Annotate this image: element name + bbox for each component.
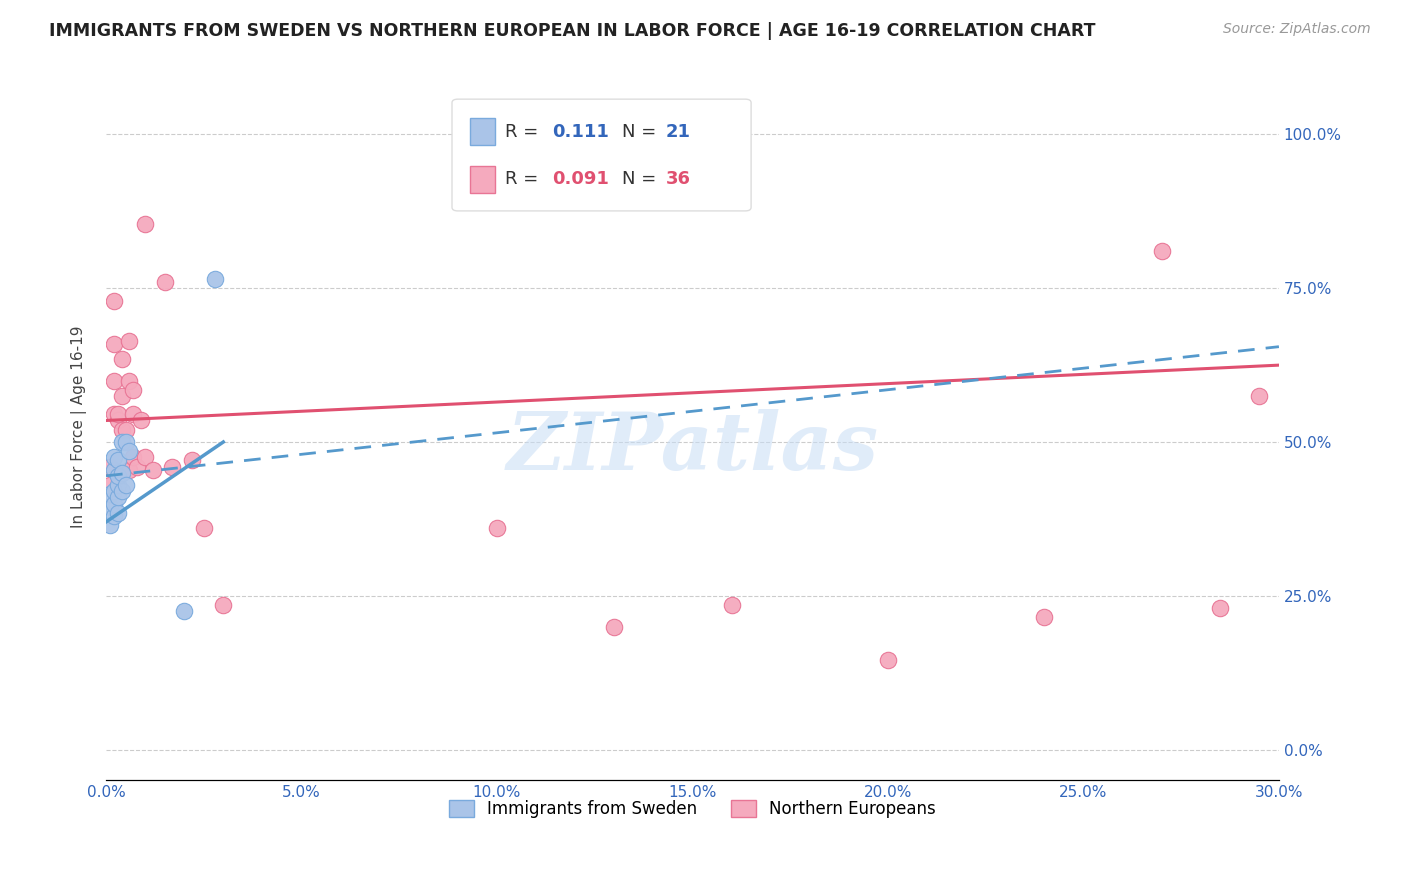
Point (103, 496, 125, 510)
Text: R =: R = (505, 170, 538, 188)
Point (107, 506, 129, 520)
Point (98, 500, 121, 514)
Point (107, 491, 129, 505)
Point (103, 374, 125, 388)
Point (118, 374, 141, 388)
Point (103, 450, 125, 465)
Point (181, 453, 204, 467)
Point (114, 435, 136, 450)
Point (103, 293, 125, 308)
Point (153, 275, 176, 289)
Point (204, 272, 226, 286)
Point (98, 487, 121, 501)
Point (107, 478, 129, 492)
FancyBboxPatch shape (470, 119, 495, 145)
Point (142, 463, 165, 477)
Y-axis label: In Labor Force | Age 16-19: In Labor Force | Age 16-19 (72, 326, 87, 528)
Point (603, 619, 626, 633)
Point (111, 423, 134, 437)
Point (111, 435, 134, 450)
Point (485, 521, 508, 535)
Point (98, 478, 121, 492)
Point (118, 444, 141, 458)
Point (111, 484, 134, 499)
Point (122, 450, 145, 465)
Text: 21: 21 (665, 123, 690, 141)
Point (122, 408, 145, 422)
Point (877, 653, 900, 667)
Point (103, 508, 125, 523)
Text: 0.111: 0.111 (551, 123, 609, 141)
Point (118, 463, 141, 477)
Point (103, 336, 125, 351)
Point (720, 598, 742, 612)
Point (1033, 610, 1056, 624)
Text: ZIPatlas: ZIPatlas (506, 409, 879, 487)
Point (103, 463, 125, 477)
Point (111, 466, 134, 480)
Point (98, 459, 121, 474)
Point (118, 334, 141, 348)
Text: N =: N = (621, 170, 657, 188)
Legend: Immigrants from Sweden, Northern Europeans: Immigrants from Sweden, Northern Europea… (443, 794, 942, 825)
Point (212, 598, 235, 612)
Point (1209, 601, 1232, 615)
Point (122, 383, 145, 397)
Text: Source: ZipAtlas.com: Source: ZipAtlas.com (1223, 22, 1371, 37)
Point (1150, 244, 1173, 259)
Point (134, 217, 156, 231)
FancyBboxPatch shape (470, 166, 495, 193)
Point (103, 408, 125, 422)
Point (193, 521, 215, 535)
Point (1249, 389, 1271, 403)
Point (129, 413, 152, 427)
Point (134, 450, 156, 465)
Text: 36: 36 (665, 170, 690, 188)
Point (162, 459, 184, 474)
Text: R =: R = (505, 123, 538, 141)
Point (127, 459, 149, 474)
Text: N =: N = (621, 123, 657, 141)
Point (103, 484, 125, 499)
Point (114, 478, 136, 492)
Text: IMMIGRANTS FROM SWEDEN VS NORTHERN EUROPEAN IN LABOR FORCE | AGE 16-19 CORRELATI: IMMIGRANTS FROM SWEDEN VS NORTHERN EUROP… (49, 22, 1095, 40)
Point (107, 453, 129, 467)
Point (107, 408, 129, 422)
Point (98, 518, 121, 533)
Point (114, 423, 136, 437)
Text: 0.091: 0.091 (551, 170, 609, 188)
Point (173, 604, 195, 618)
FancyBboxPatch shape (451, 99, 751, 211)
Point (107, 468, 129, 483)
Point (111, 351, 134, 366)
Point (111, 389, 134, 403)
Point (107, 413, 129, 427)
